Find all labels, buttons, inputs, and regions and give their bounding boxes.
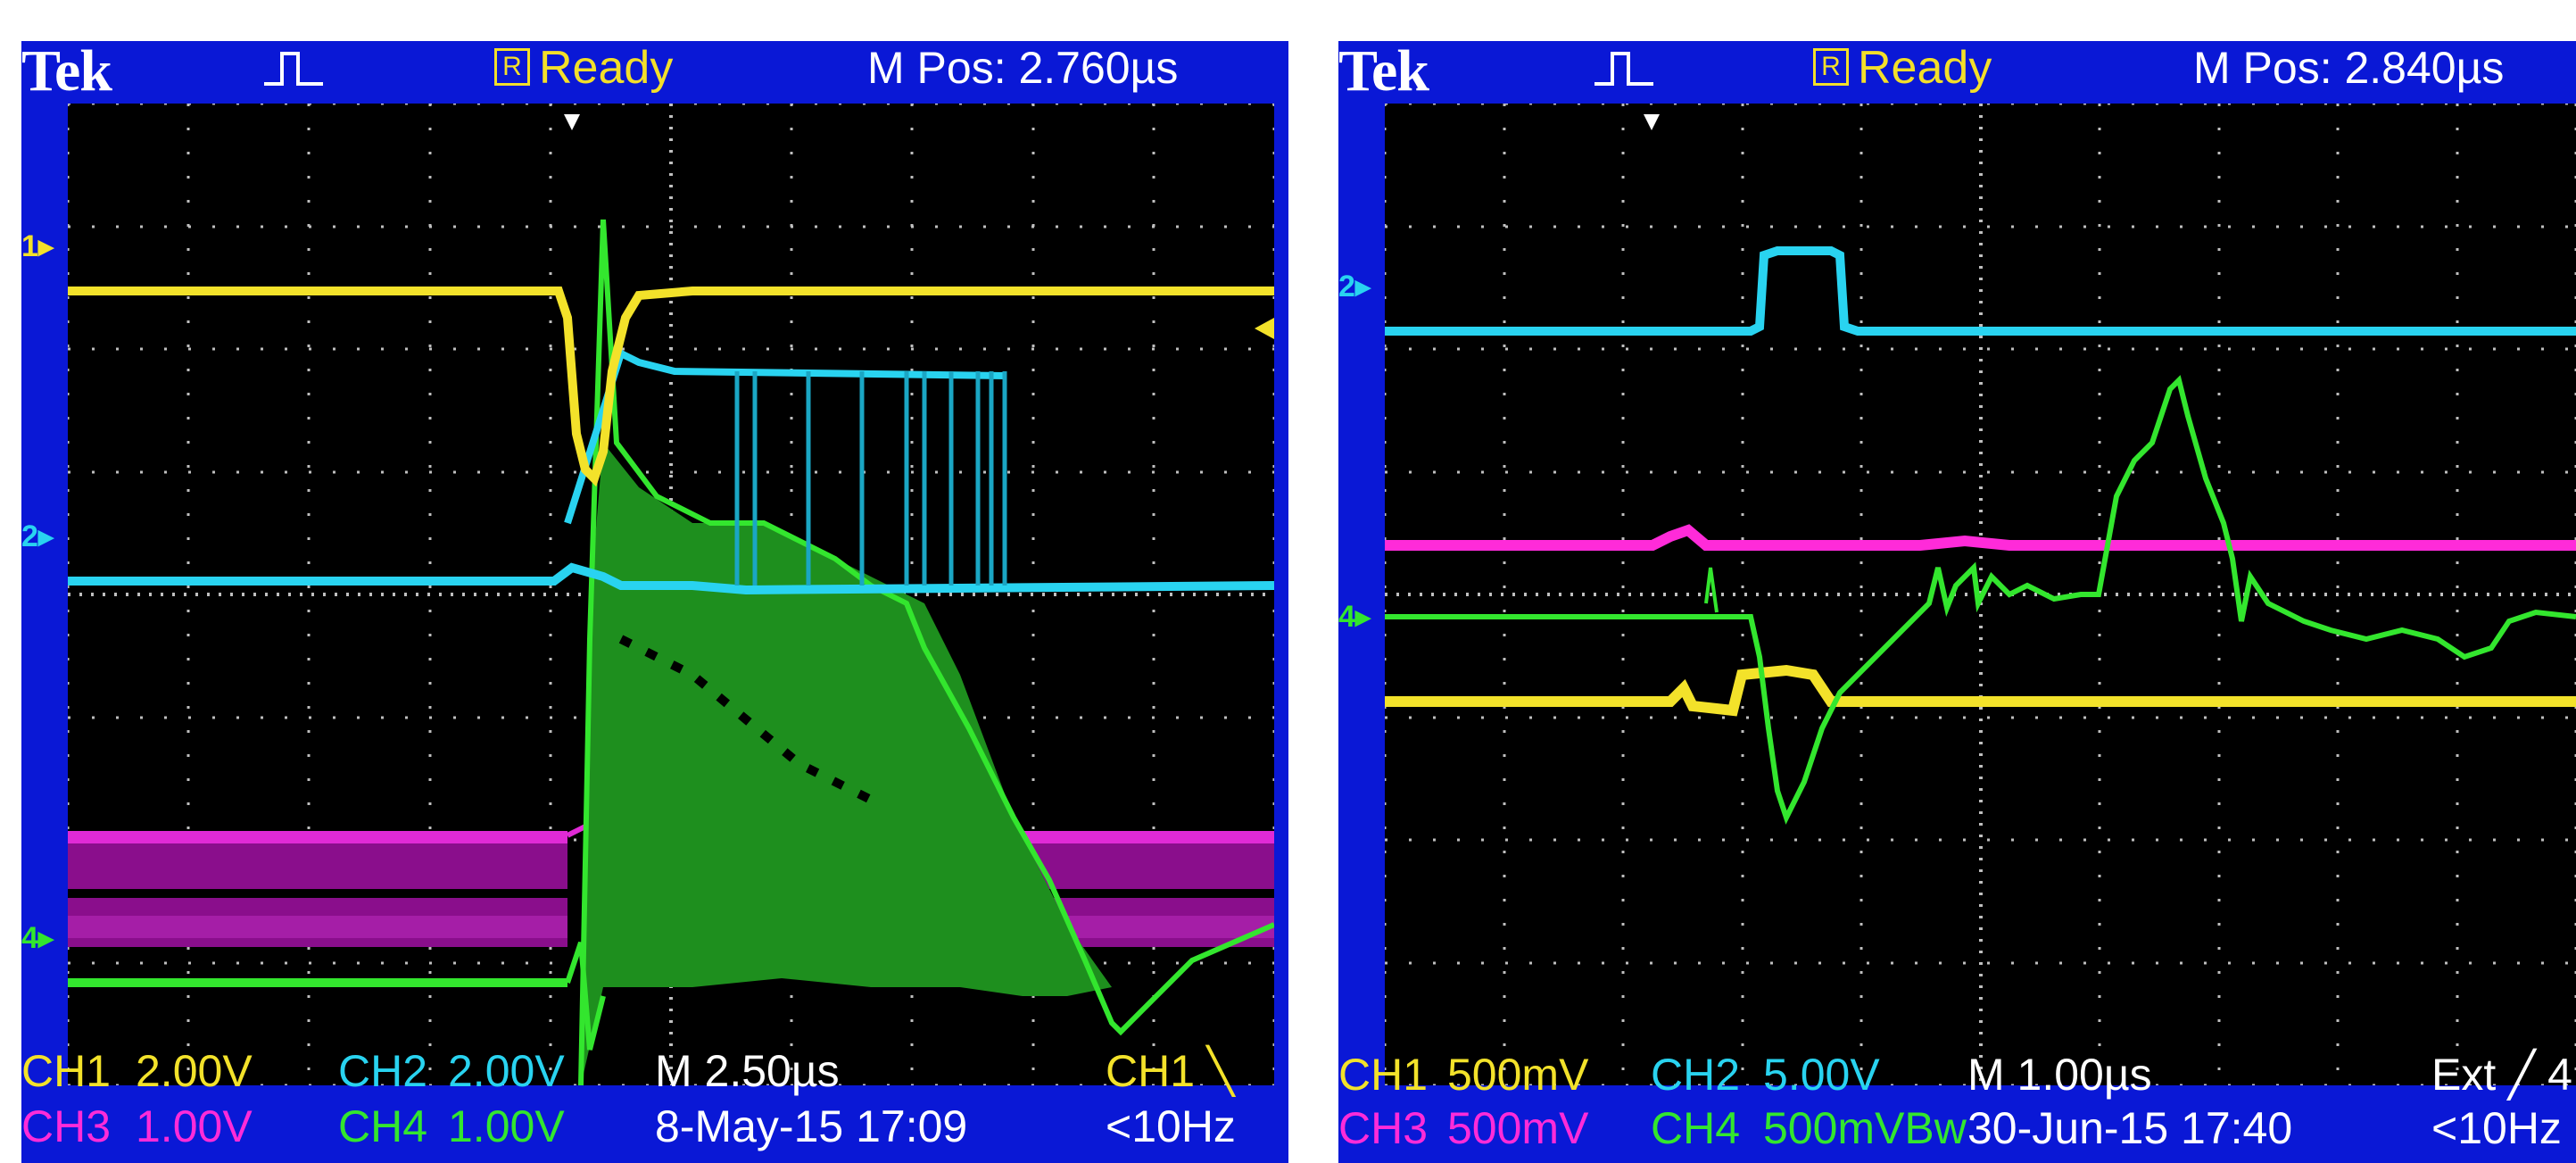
ch3-scale: 1.00V: [136, 1101, 253, 1151]
ch3-waveform: [1385, 524, 2576, 551]
ch3-waveform: [68, 814, 1274, 951]
ch4-scale: 500mVBw: [1763, 1103, 1967, 1153]
ch3-label: CH3: [1338, 1103, 1429, 1153]
brand-logo: Tek: [21, 38, 112, 104]
status-text: Ready: [539, 42, 674, 94]
acquisition-status: R Ready: [494, 41, 673, 95]
ch1-waveform: [68, 287, 1274, 487]
timebase: M 1.00µs: [1967, 1050, 2152, 1100]
run-state-icon: R: [494, 48, 530, 87]
trigger-pulse-icon: [1594, 52, 1653, 86]
ch2-label: CH2: [1651, 1050, 1741, 1100]
ch2-scale: 2.00V: [448, 1046, 565, 1096]
ch4-waveform: [1385, 375, 2576, 825]
ch3-label: CH3: [21, 1101, 112, 1151]
horizontal-position: M Pos: 2.760µs: [867, 43, 1179, 93]
ch2-waveform: [68, 348, 1274, 595]
run-state-icon: R: [1813, 48, 1849, 87]
oscilloscope-screen-2: Tek R Ready M Pos: 2.840µs 2▸ 4▸: [1338, 38, 2576, 1163]
oscilloscope-screen-1: Tek R Ready M Pos: 2.760µs 1▸ 2▸ 4▸: [21, 38, 1288, 1163]
ch2-label: CH2: [338, 1046, 428, 1096]
timebase: M 2.50µs: [655, 1046, 840, 1096]
ch2-waveform: [1385, 246, 2576, 336]
trigger-position-arrow: [564, 114, 580, 130]
ch2-ground-marker: 2▸: [1338, 270, 1371, 303]
ch1-label: CH1: [21, 1046, 112, 1096]
ch4-waveform: [68, 219, 1274, 1085]
status-text: Ready: [1858, 42, 1992, 94]
ch4-ground-marker: 4▸: [21, 921, 54, 955]
ch2-ground-marker: 2▸: [21, 519, 54, 553]
trigger-pulse-icon: [264, 52, 323, 86]
ch4-label: CH4: [1651, 1103, 1741, 1153]
trigger-source: CH1 ╲: [1106, 1046, 1235, 1096]
ch4-label: CH4: [338, 1101, 428, 1151]
ch3-scale: 500mV: [1447, 1103, 1589, 1153]
trigger-source: Ext ╱ 4: [2431, 1050, 2572, 1100]
horizontal-position: M Pos: 2.840µs: [2193, 43, 2505, 93]
ch1-ground-marker: 1▸: [21, 229, 54, 263]
brand-logo: Tek: [1338, 38, 1429, 104]
trigger-level-arrow: [1255, 318, 1274, 339]
ch4-scale: 1.00V: [448, 1101, 565, 1151]
capture-date: 8-May-15 17:09: [655, 1101, 968, 1151]
trigger-position-arrow: [1644, 114, 1660, 130]
ch1-waveform: [1385, 664, 2576, 717]
ch2-scale: 5.00V: [1763, 1050, 1880, 1100]
waveform-display: [68, 104, 1274, 1085]
acquisition-status: R Ready: [1813, 41, 1992, 95]
ch1-scale: 2.00V: [136, 1046, 253, 1096]
capture-date: 30-Jun-15 17:40: [1967, 1103, 2293, 1153]
ch1-label: CH1: [1338, 1050, 1429, 1100]
trigger-frequency: <10Hz: [2431, 1103, 2562, 1153]
ch1-scale: 500mV: [1447, 1050, 1589, 1100]
waveform-display: [1385, 104, 2576, 1085]
graticule: [1385, 104, 2576, 1085]
ch4-ground-marker: 4▸: [1338, 600, 1371, 634]
trigger-frequency: <10Hz: [1106, 1101, 1236, 1151]
